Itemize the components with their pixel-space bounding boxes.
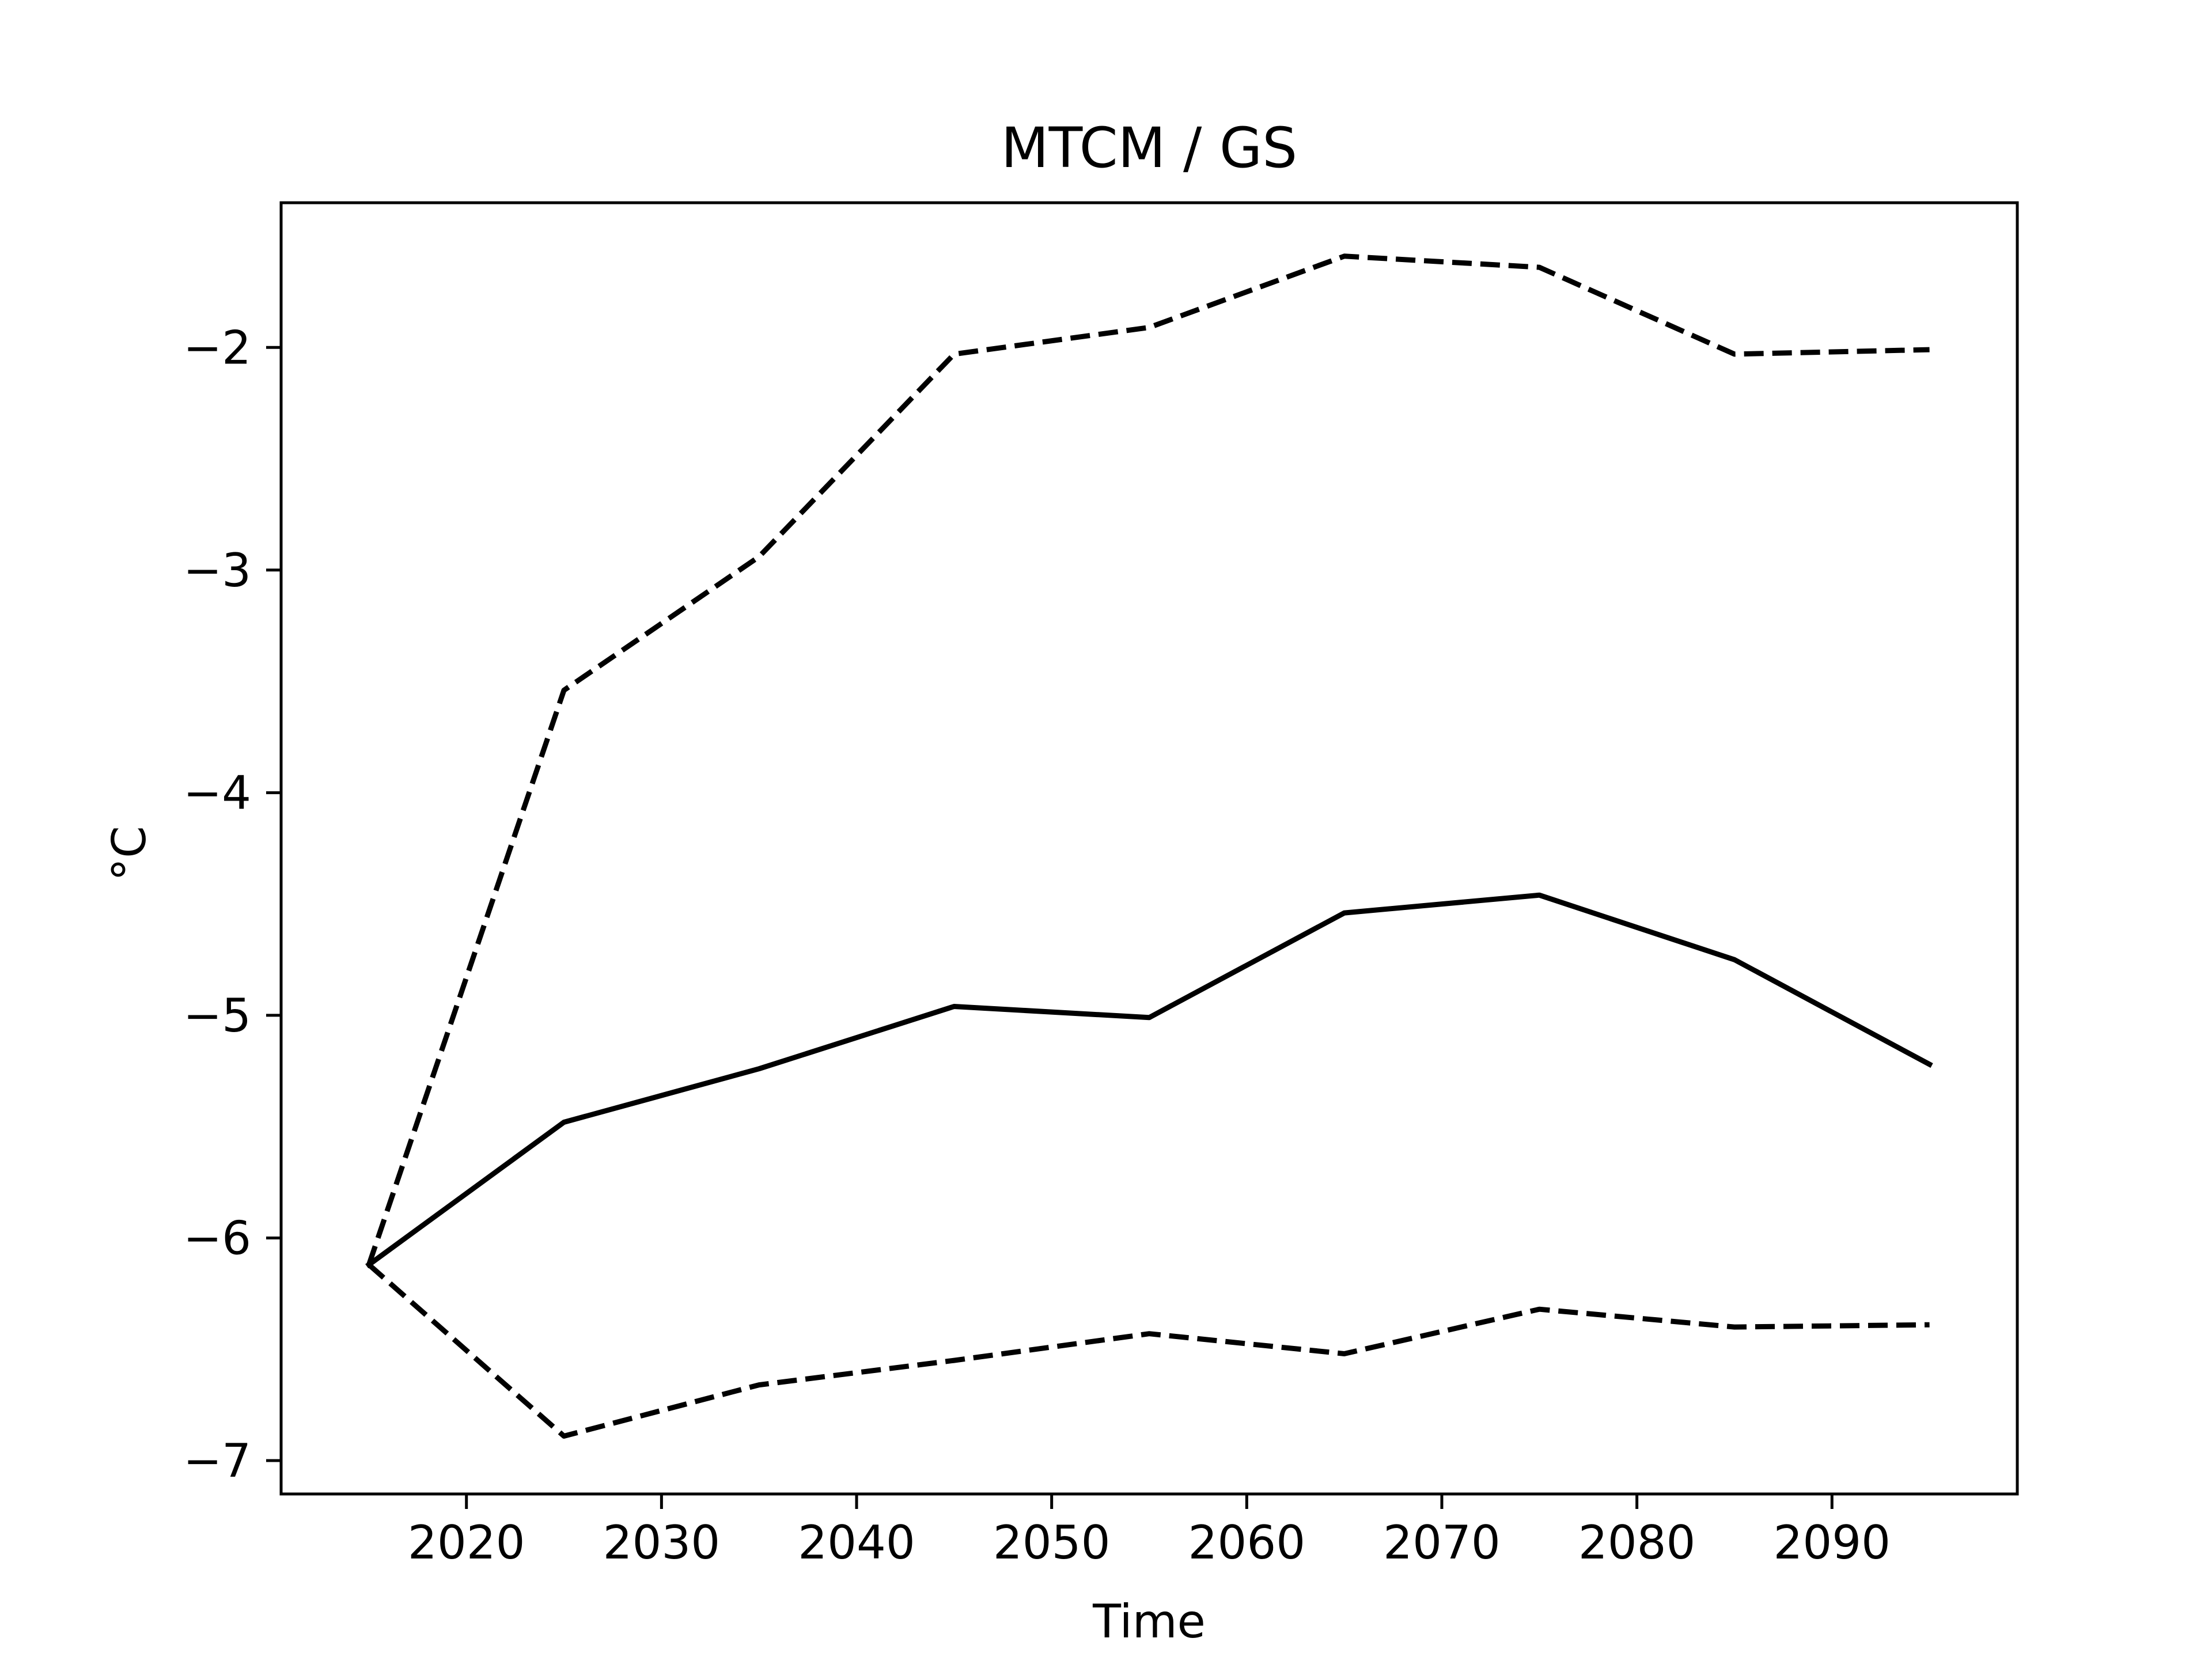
y-axis-ticks: −7 −6 −5 −4 −3 −2 bbox=[183, 321, 281, 1488]
y-tick-label: −2 bbox=[183, 321, 251, 374]
series-line-solid bbox=[365, 892, 1933, 1269]
x-axis-label: Time bbox=[1092, 1595, 1206, 1648]
x-tick-label: 2030 bbox=[603, 1516, 721, 1569]
y-tick-label: −3 bbox=[183, 544, 251, 597]
series-line-dashed-2 bbox=[367, 1262, 1930, 1439]
x-tick-label: 2040 bbox=[798, 1516, 915, 1569]
y-tick-label: −6 bbox=[183, 1211, 251, 1265]
x-tick-label: 2020 bbox=[408, 1516, 525, 1569]
x-tick-label: 2070 bbox=[1383, 1516, 1501, 1569]
series-layer bbox=[365, 253, 1933, 1439]
y-tick-label: −4 bbox=[183, 766, 251, 820]
y-tick-label: −7 bbox=[183, 1434, 251, 1488]
y-tick-label: −5 bbox=[183, 989, 251, 1042]
series-line-dashed-1 bbox=[366, 253, 1930, 1266]
x-tick-label: 2090 bbox=[1773, 1516, 1891, 1569]
x-axis-ticks: 2020 2030 2040 2050 2060 2070 2080 2090 bbox=[408, 1494, 1891, 1569]
x-tick-label: 2060 bbox=[1188, 1516, 1306, 1569]
x-tick-label: 2050 bbox=[993, 1516, 1111, 1569]
y-axis-label: °C bbox=[103, 826, 156, 881]
chart-title: MTCM / GS bbox=[1001, 116, 1297, 180]
x-tick-label: 2080 bbox=[1578, 1516, 1696, 1569]
plot-area-frame bbox=[279, 201, 2019, 1496]
